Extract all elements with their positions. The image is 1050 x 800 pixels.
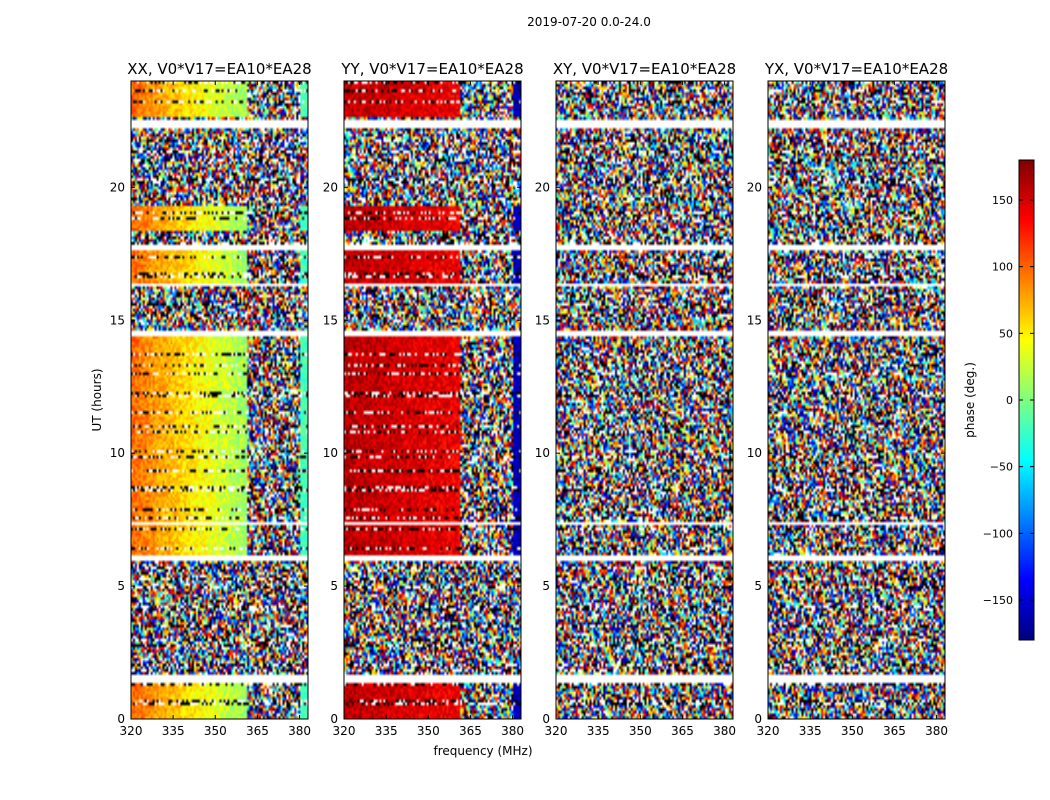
- y-tick-label: 10: [323, 446, 338, 460]
- figure-title: 2019-07-20 0.0-24.0: [527, 15, 651, 29]
- x-tick-label: 365: [459, 724, 482, 738]
- axes-frame: [130, 80, 309, 720]
- panel-title: YY, V0*V17=EA10*EA28: [340, 60, 523, 78]
- y-tick-label: 0: [542, 712, 550, 726]
- x-tick-label: 350: [204, 724, 227, 738]
- heatmap-yx: [768, 81, 945, 719]
- colorbar: −150 −100 −50 0 50 100 150: [983, 159, 1035, 641]
- colorbar-tick-label: 0: [1006, 394, 1013, 407]
- colorbar-tick-label: −150: [983, 594, 1013, 607]
- x-tick-label: 350: [629, 724, 652, 738]
- panel-xy: XY, V0*V17=EA10*EA28 320 335 350 365 380 0 5 10 1…: [535, 60, 736, 738]
- colorbar-label: phase (deg.): [963, 362, 977, 438]
- x-tick-label: 365: [246, 724, 269, 738]
- y-tick-label: 15: [535, 313, 550, 327]
- y-tick-label: 20: [747, 180, 762, 194]
- panel-yy: YY, V0*V17=EA10*EA28 320 335 350 365 380 0 5 10 1…: [323, 60, 524, 738]
- colorbar-tick-label: 150: [992, 194, 1013, 207]
- x-axis-label: frequency (MHz): [433, 744, 532, 758]
- y-tick-label: 0: [117, 712, 125, 726]
- x-tick-label: 380: [288, 724, 311, 738]
- x-tick-label: 335: [799, 724, 822, 738]
- x-tick-label: 350: [841, 724, 864, 738]
- panel-title: YX, V0*V17=EA10*EA28: [764, 60, 948, 78]
- y-tick-label: 10: [535, 446, 550, 460]
- y-tick-label: 20: [535, 180, 550, 194]
- y-tick-label: 15: [747, 313, 762, 327]
- heatmap-xy: [556, 81, 733, 719]
- y-tick-label: 5: [330, 579, 338, 593]
- y-tick-label: 5: [542, 579, 550, 593]
- y-tick-label: 0: [754, 712, 762, 726]
- x-tick-label: 335: [375, 724, 398, 738]
- x-tick-label: 320: [545, 724, 568, 738]
- y-tick-label: 10: [747, 446, 762, 460]
- axes-frame: [343, 80, 522, 720]
- x-tick-label: 350: [417, 724, 440, 738]
- y-tick-label: 20: [110, 180, 125, 194]
- x-tick-label: 335: [587, 724, 610, 738]
- heatmap-yy: [344, 81, 521, 719]
- colorbar-tick-label: −50: [990, 461, 1013, 474]
- y-tick-label: 5: [117, 579, 125, 593]
- axes-frame: [767, 80, 946, 720]
- colorbar-tick-label: 100: [992, 261, 1013, 274]
- colorbar-tick-label: 50: [999, 327, 1013, 340]
- x-tick-label: 320: [757, 724, 780, 738]
- heatmap-xx: [131, 81, 308, 719]
- y-tick-label: 0: [330, 712, 338, 726]
- x-tick-label: 335: [162, 724, 185, 738]
- y-tick-label: 15: [110, 313, 125, 327]
- y-tick-label: 10: [110, 446, 125, 460]
- panels-group: XX, V0*V17=EA10*EA28 320 335 350 365 380 0 5 10 1…: [110, 60, 948, 738]
- x-tick-label: 380: [501, 724, 524, 738]
- y-tick-label: 5: [754, 579, 762, 593]
- panel-title: XY, V0*V17=EA10*EA28: [553, 60, 736, 78]
- x-tick-label: 380: [925, 724, 948, 738]
- panel-yx: YX, V0*V17=EA10*EA28 320 335 350 365 380 0 5 10 1…: [747, 60, 948, 738]
- x-tick-label: 380: [713, 724, 736, 738]
- panel-xx: XX, V0*V17=EA10*EA28 320 335 350 365 380 0 5 10 1…: [110, 60, 312, 738]
- axes-frame: [555, 80, 734, 720]
- colorbar-tick-label: −100: [983, 527, 1013, 540]
- x-tick-label: 320: [333, 724, 356, 738]
- x-tick-label: 365: [883, 724, 906, 738]
- y-tick-label: 20: [323, 180, 338, 194]
- x-tick-label: 365: [671, 724, 694, 738]
- x-tick-label: 320: [120, 724, 143, 738]
- y-tick-label: 15: [323, 313, 338, 327]
- y-axis-label: UT (hours): [90, 368, 104, 431]
- panel-title: XX, V0*V17=EA10*EA28: [127, 60, 311, 78]
